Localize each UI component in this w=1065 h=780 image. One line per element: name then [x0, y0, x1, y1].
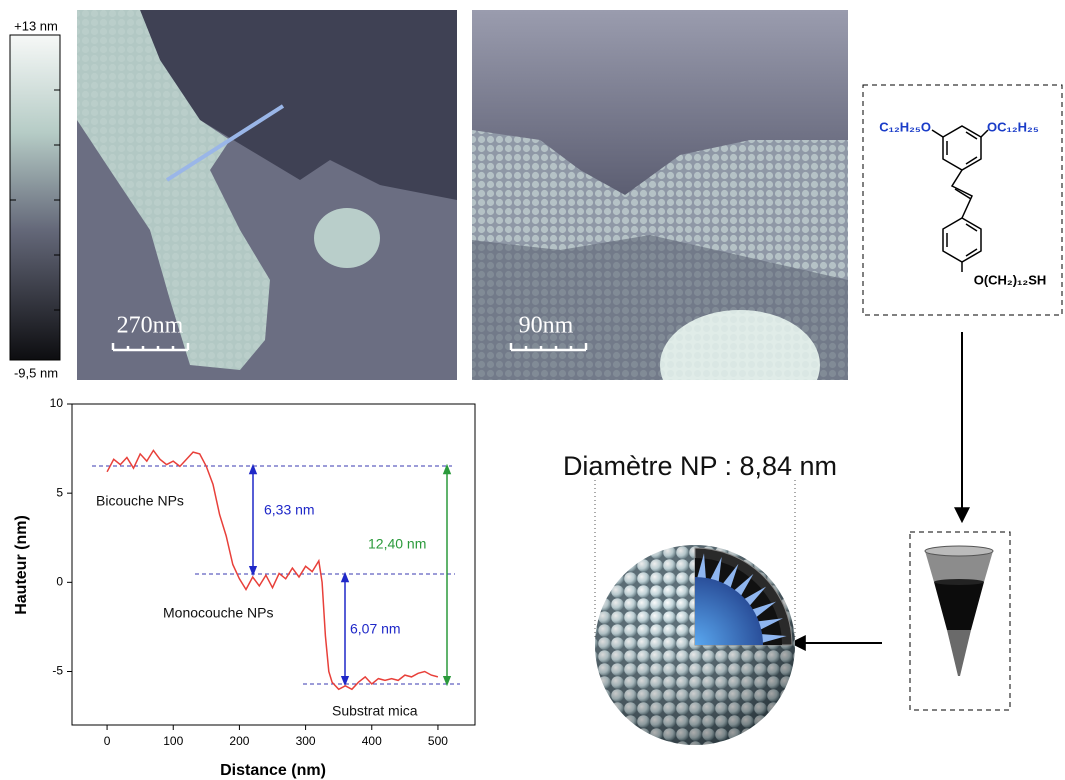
ligand-spike: [750, 601, 777, 618]
x-tick-label: 100: [163, 734, 183, 748]
scale-bar: [509, 343, 588, 352]
substituent: O(CH₂)₁₂SH: [974, 272, 1047, 287]
substituent: C₁₂H₂₅O: [879, 119, 931, 134]
x-tick-label: 200: [229, 734, 249, 748]
afm-image-large: [77, 10, 457, 380]
diameter-guide: [594, 480, 796, 640]
annotation: Substrat mica: [332, 703, 418, 719]
molecule-box: [862, 84, 1063, 316]
x-axis-label: Distance (nm): [220, 762, 326, 779]
annotation: Monocouche NPs: [163, 605, 274, 621]
annotation: Bicouche NPs: [96, 493, 184, 509]
np-title: Diamètre NP : 8,84 nm: [563, 451, 837, 481]
annotation: 6,33 nm: [264, 502, 315, 518]
x-tick-label: 400: [362, 734, 382, 748]
ligand-spike: [722, 563, 739, 590]
y-tick-label: -5: [52, 664, 63, 678]
profile-line: [106, 449, 439, 691]
colorbar-ticks: [10, 89, 60, 311]
plot-frame: [71, 403, 476, 726]
annotation: 12,40 nm: [368, 536, 426, 552]
reference-levels: [92, 465, 460, 685]
nanoparticle: [595, 545, 795, 745]
afm-image-zoom: [472, 10, 848, 380]
colorbar-min: -9,5 nm: [14, 365, 58, 380]
y-tick-label: 0: [56, 575, 63, 589]
scale-bar: [111, 343, 190, 352]
y-axis-label: Hauteur (nm): [13, 515, 30, 615]
ligand-spike: [696, 553, 706, 580]
colorbar-max: +13 nm: [14, 18, 58, 33]
height-profile: Bicouche NPs Monocouche NPs Substrat mic…: [13, 396, 476, 779]
ligand-spike: [733, 573, 754, 597]
colorbar: [9, 34, 61, 361]
y-tick-label: 10: [50, 396, 64, 410]
x-tick-label: 300: [296, 734, 316, 748]
x-tick-label: 0: [104, 734, 111, 748]
x-tick-label: 500: [428, 734, 448, 748]
ligand-box: [909, 531, 1011, 711]
annotation: 6,07 nm: [350, 621, 401, 637]
ligand-cone: [924, 545, 994, 676]
scale-label: 270nm: [117, 313, 184, 339]
ligand-spike: [760, 634, 787, 644]
molecule-structure: [931, 125, 989, 272]
ligand-spike: [743, 586, 767, 607]
ligand-spike: [709, 557, 722, 584]
scale-label: 90nm: [519, 313, 574, 339]
y-tick-label: 5: [56, 485, 63, 499]
ligand-spike: [756, 618, 783, 631]
substituent: OC₁₂H₂₅: [987, 119, 1039, 134]
